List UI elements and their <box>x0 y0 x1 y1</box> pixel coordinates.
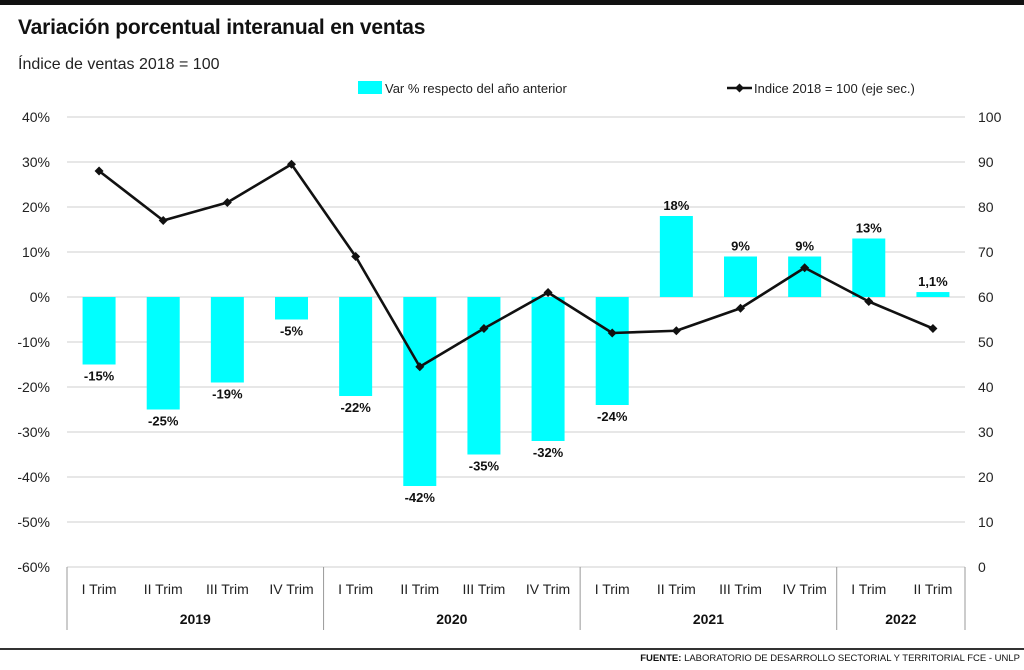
line-point <box>415 362 425 372</box>
bar-data-label: 9% <box>731 239 750 254</box>
y-tick-label: 30% <box>22 154 50 170</box>
top-rule <box>0 0 1024 5</box>
bar <box>916 292 950 297</box>
legend-bar-swatch <box>358 81 382 94</box>
bar-data-label: -35% <box>469 459 500 474</box>
y-tick-label: 10% <box>22 244 50 260</box>
chart-title: Variación porcentual interanual en venta… <box>18 16 426 39</box>
source-text: LABORATORIO DE DESARROLLO SECTORIAL Y TE… <box>684 653 1020 664</box>
bar-data-label: -15% <box>84 369 115 384</box>
y2-tick-label: 80 <box>978 199 994 215</box>
line-point <box>543 288 553 297</box>
category-label: IV Trim <box>782 581 826 597</box>
category-label: III Trim <box>719 581 762 597</box>
line-point <box>94 166 104 176</box>
bar-data-label: -32% <box>533 445 564 460</box>
year-label: 2021 <box>693 611 724 627</box>
line-point <box>287 159 296 169</box>
line-point <box>671 326 681 336</box>
chart-subtitle: Índice de ventas 2018 = 100 <box>18 56 220 73</box>
line-point <box>736 303 745 313</box>
line-point <box>864 297 874 306</box>
bar <box>724 256 757 297</box>
bar <box>659 216 693 297</box>
y2-tick-label: 10 <box>978 514 994 530</box>
line-point <box>222 198 232 207</box>
category-label: III Trim <box>206 581 249 597</box>
bottom-rule <box>0 648 1024 650</box>
y-tick-label: 40% <box>22 109 50 125</box>
y2-tick-label: 100 <box>978 109 1002 125</box>
year-label: 2019 <box>180 611 211 627</box>
bar-data-label: -42% <box>405 490 436 505</box>
source-prefix: FUENTE: <box>640 653 682 664</box>
y-tick-label: -50% <box>17 514 50 530</box>
category-label: IV Trim <box>269 581 313 597</box>
category-label: II Trim <box>400 581 439 597</box>
bar-data-label: -24% <box>597 409 628 424</box>
y2-tick-label: 20 <box>978 469 994 485</box>
bar <box>339 297 373 396</box>
y-tick-label: -30% <box>17 424 50 440</box>
y-tick-label: 0% <box>30 289 50 305</box>
bar <box>146 297 180 410</box>
y-tick-label: 20% <box>22 199 50 215</box>
category-label: III Trim <box>463 581 506 597</box>
bar-data-label: 1,1% <box>918 274 948 289</box>
bar <box>852 238 886 297</box>
bar-data-label: -5% <box>280 324 304 339</box>
category-label: II Trim <box>913 581 952 597</box>
bar <box>82 297 116 365</box>
legend-line-label: Indice 2018 = 100 (eje sec.) <box>754 81 915 96</box>
y2-tick-label: 30 <box>978 424 994 440</box>
category-label: IV Trim <box>526 581 570 597</box>
y2-tick-label: 70 <box>978 244 994 260</box>
line-point <box>158 216 168 225</box>
bar <box>403 297 437 486</box>
line-point <box>928 324 938 333</box>
year-label: 2022 <box>885 611 916 627</box>
year-label: 2020 <box>436 611 467 627</box>
bar-data-label: -22% <box>340 400 371 415</box>
y2-tick-label: 50 <box>978 334 994 350</box>
category-label: I Trim <box>338 581 373 597</box>
bar-data-label: -19% <box>212 387 243 402</box>
y-tick-label: -60% <box>17 559 50 575</box>
category-label: II Trim <box>144 581 183 597</box>
bar-data-label: 13% <box>856 221 882 236</box>
legend-line-marker <box>735 83 744 93</box>
y-tick-label: -40% <box>17 469 50 485</box>
bar-data-label: 18% <box>663 198 689 213</box>
line-point <box>607 328 617 338</box>
bar <box>531 297 565 441</box>
category-label: I Trim <box>82 581 117 597</box>
bar <box>210 297 244 383</box>
line-point <box>351 252 361 261</box>
y2-tick-label: 60 <box>978 289 994 305</box>
bar-data-label: -25% <box>148 414 179 429</box>
y2-tick-label: 90 <box>978 154 994 170</box>
y2-tick-label: 0 <box>978 559 986 575</box>
source-note: FUENTE: LABORATORIO DE DESARROLLO SECTOR… <box>640 653 1020 664</box>
index-line <box>98 162 934 369</box>
line-point <box>479 324 489 333</box>
category-label: I Trim <box>851 581 886 597</box>
y2-tick-label: 40 <box>978 379 994 395</box>
bar <box>275 297 308 320</box>
line-point <box>800 263 810 273</box>
y-tick-label: -20% <box>17 379 50 395</box>
bar <box>788 256 822 297</box>
y-tick-label: -10% <box>17 334 50 350</box>
bar <box>595 297 629 405</box>
category-label: I Trim <box>595 581 630 597</box>
bar-data-label: 9% <box>795 239 814 254</box>
legend-bar-label: Var % respecto del año anterior <box>385 81 568 96</box>
category-label: II Trim <box>657 581 696 597</box>
